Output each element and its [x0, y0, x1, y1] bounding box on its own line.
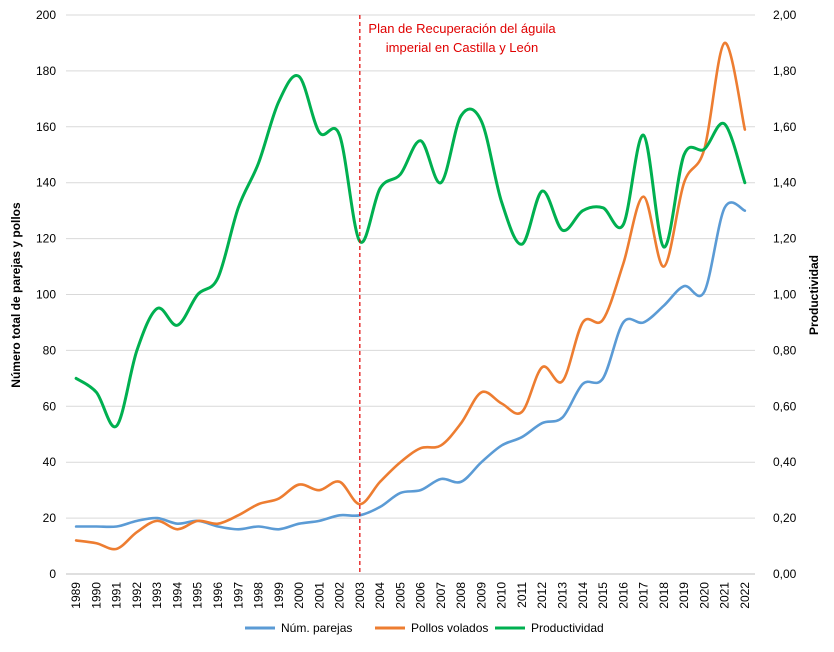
x-tick-label: 2001 — [312, 582, 326, 609]
x-tick-label: 2019 — [677, 582, 691, 609]
right-tick-label: 0,00 — [773, 567, 797, 581]
right-tick-label: 1,40 — [773, 176, 797, 190]
right-tick-label: 1,20 — [773, 232, 797, 246]
series-line-núm-parejas — [74, 201, 747, 531]
left-axis-label: Número total de parejas y pollos — [9, 202, 23, 388]
left-axis-ticks: 0 20 40 60 80 100 120 140 160 180 200 — [36, 8, 56, 581]
right-tick-label: 1,80 — [773, 64, 797, 78]
x-tick-label: 2006 — [414, 582, 428, 609]
legend: Núm. parejas Pollos volados Productividad — [245, 621, 604, 635]
x-tick-label: 2016 — [616, 582, 630, 609]
x-tick-label: 2022 — [738, 582, 752, 609]
x-tick-label: 2003 — [353, 582, 367, 609]
x-tick-label: 2011 — [515, 582, 529, 608]
left-tick-label: 20 — [43, 511, 57, 525]
series-line-productividad — [74, 74, 747, 429]
right-tick-label: 0,80 — [773, 343, 797, 357]
x-tick-label: 1993 — [150, 582, 164, 609]
left-tick-label: 80 — [43, 343, 57, 357]
left-tick-label: 60 — [43, 399, 57, 413]
left-tick-label: 0 — [49, 567, 56, 581]
x-axis-ticks: 1989 1990 1991 1992 1993 1994 1995 1996 1997 1998… — [69, 582, 752, 609]
annotation-text-line1: Plan de Recuperación del águila — [368, 21, 556, 36]
right-tick-label: 0,60 — [773, 399, 797, 413]
x-tick-label: 2012 — [535, 582, 549, 609]
left-tick-label: 160 — [36, 120, 56, 134]
x-tick-label: 2000 — [292, 582, 306, 609]
x-tick-label: 2013 — [555, 582, 569, 609]
x-tick-label: 2009 — [474, 582, 488, 609]
annotation-text-line2: imperial en Castilla y León — [386, 40, 538, 55]
x-tick-label: 1995 — [191, 582, 205, 609]
x-tick-label: 2002 — [333, 582, 347, 609]
x-tick-label: 1989 — [69, 582, 83, 609]
x-tick-label: 1992 — [130, 582, 144, 609]
gridlines — [66, 14, 755, 519]
left-tick-label: 40 — [43, 455, 57, 469]
left-tick-label: 180 — [36, 64, 56, 78]
x-tick-label: 1990 — [89, 582, 103, 609]
right-axis-label: Productividad — [807, 255, 821, 335]
x-tick-label: 1998 — [252, 582, 266, 609]
left-tick-label: 120 — [36, 232, 56, 246]
right-tick-label: 1,60 — [773, 120, 797, 134]
x-tick-label: 1999 — [272, 582, 286, 609]
series-line-pollos-volados — [74, 41, 747, 551]
right-tick-label: 0,40 — [773, 455, 797, 469]
legend-label: Pollos volados — [411, 621, 488, 635]
x-tick-label: 2014 — [576, 582, 590, 609]
left-tick-label: 200 — [36, 8, 56, 22]
x-tick-label: 2005 — [393, 582, 407, 609]
x-tick-label: 2017 — [637, 582, 651, 609]
series-lines — [74, 41, 747, 551]
x-tick-label: 2020 — [697, 582, 711, 609]
legend-label: Productividad — [531, 621, 604, 635]
x-tick-label: 2015 — [596, 582, 610, 609]
x-tick-label: 2004 — [373, 582, 387, 609]
x-tick-label: 1997 — [231, 582, 245, 609]
x-tick-label: 1996 — [211, 582, 225, 609]
right-tick-label: 2,00 — [773, 8, 797, 22]
x-tick-label: 2010 — [495, 582, 509, 609]
right-axis-ticks: 0,00 0,20 0,40 0,60 0,80 1,00 1,20 1,40 1,60 1,80… — [773, 8, 797, 581]
x-tick-label: 2008 — [454, 582, 468, 609]
x-tick-label: 2021 — [718, 582, 732, 609]
x-tick-label: 1991 — [110, 582, 124, 609]
x-tick-label: 2018 — [657, 582, 671, 609]
x-tick-label: 2007 — [434, 582, 448, 609]
left-tick-label: 100 — [36, 288, 56, 302]
x-tick-label: 1994 — [170, 582, 184, 609]
left-tick-label: 140 — [36, 176, 56, 190]
legend-label: Núm. parejas — [281, 621, 352, 635]
right-tick-label: 0,20 — [773, 511, 797, 525]
right-tick-label: 1,00 — [773, 288, 797, 302]
